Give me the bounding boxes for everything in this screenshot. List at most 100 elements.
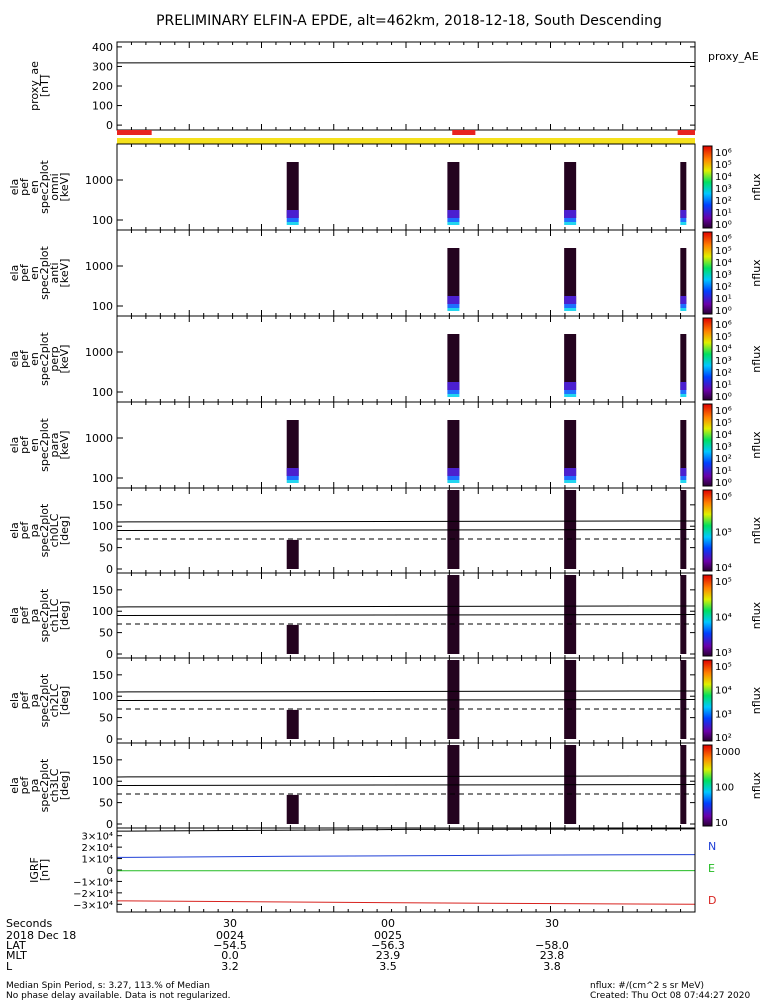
y-tick-label: 100 — [92, 472, 113, 485]
yellow-band — [117, 138, 695, 144]
spectrogram-cell — [680, 480, 687, 483]
spectrogram-cell — [286, 476, 299, 480]
colorbar-scale — [702, 744, 713, 827]
colorbar-tick-label: 10⁵ — [715, 528, 732, 539]
legend-entry: proxy_AE — [708, 50, 759, 63]
colorbar-label: nflux — [750, 516, 763, 544]
spectrogram-cell — [680, 304, 687, 308]
y-tick-label: 50 — [99, 542, 113, 555]
spectrogram-column — [564, 334, 577, 390]
loss-cone-line — [116, 784, 696, 786]
axis-label: [nT] — [38, 859, 51, 881]
y-tick-label: 100 — [92, 520, 113, 533]
colorbar-tick-label: 10⁴ — [715, 430, 732, 441]
colorbar-tick-label: 10⁵ — [715, 332, 732, 343]
spectrogram-column — [447, 248, 460, 304]
spectrogram-cell — [564, 210, 577, 218]
y-tick-label: 1000 — [85, 346, 113, 359]
axis-label: pef — [18, 606, 31, 625]
pitch-angle-column — [286, 539, 299, 569]
y-tick-label: 100 — [92, 690, 113, 703]
colorbar-tick-label: 10⁵ — [715, 418, 732, 429]
colorbar-tick-label: 10⁴ — [715, 613, 732, 624]
y-tick-label: 1000 — [85, 174, 113, 187]
colorbar-tick-label: 10⁴ — [715, 563, 732, 574]
spectrogram-cell — [447, 210, 460, 218]
colorbar-tick-label: 10¹ — [715, 294, 732, 305]
table-value: −56.3 — [371, 939, 405, 952]
spectrogram-column — [564, 248, 577, 304]
spectrogram-cell — [286, 468, 299, 476]
colorbar: 10⁵ 10⁴ 10³ 10² nflux — [702, 659, 763, 744]
axis-label: spec2plot — [38, 673, 51, 727]
axis-label: proxy_ae — [28, 61, 41, 111]
table-value: 23.9 — [376, 949, 401, 962]
spectrogram-cell — [564, 390, 577, 394]
y-tick-label: 300 — [92, 60, 113, 73]
table-value: 23.8 — [540, 949, 565, 962]
colorbar-tick-label: 10 — [715, 818, 728, 829]
colorbar-tick-label: 10⁵ — [715, 160, 732, 171]
y-tick-label: 100 — [92, 300, 113, 313]
y-tick-label: 1000 — [85, 260, 113, 273]
spectrogram-frame — [116, 401, 696, 489]
colorbar-label: nflux — [750, 259, 763, 287]
axis-label: [nT] — [38, 75, 51, 97]
chart-title: PRELIMINARY ELFIN-A EPDE, alt=462km, 201… — [156, 13, 662, 29]
spectrogram-cell — [680, 210, 687, 218]
spectrogram-panel: 1000 100 — [85, 316, 696, 402]
colorbar-tick-label: 10³ — [715, 709, 732, 720]
axis-label: spec2plot — [38, 758, 51, 812]
spectrogram-cell — [564, 308, 577, 311]
axis-label: ch1LC — [48, 598, 61, 632]
proxy-ae-frame — [116, 41, 696, 131]
igrf-ylabel: IGRF[nT] — [28, 857, 51, 883]
spectrogram-cell — [564, 480, 577, 483]
axis-label: [deg] — [58, 601, 71, 630]
axis-label: [keV] — [58, 431, 71, 460]
spectrogram-cell — [680, 468, 687, 476]
row-label: 2018 Dec 18 — [6, 929, 76, 942]
table-value: 30 — [545, 917, 559, 930]
axis-label: ch3LC — [48, 768, 61, 802]
colorbar-tick-label: 10⁶ — [715, 320, 732, 331]
panels: 4003002001000proxy_AEproxy_ae[nT]1000100… — [8, 41, 763, 913]
colorbar-tick-label: 10⁶ — [715, 148, 732, 159]
colorbar-tick-label: 10³ — [715, 184, 732, 195]
axis-label: para — [48, 433, 61, 458]
colorbar-tick-label: 10² — [715, 196, 732, 207]
colorbar-label: nflux — [750, 771, 763, 799]
colorbar-label: nflux — [750, 173, 763, 201]
colorbar-tick-label: 10³ — [715, 356, 732, 367]
axis-label: spec2plot — [38, 588, 51, 642]
colorbar-label: nflux — [750, 686, 763, 714]
colorbar-scale — [702, 403, 713, 487]
axis-label: en — [28, 352, 41, 366]
colorbar-tick-label: 10² — [715, 368, 732, 379]
proxy-ae-ylabel: proxy_ae[nT] — [28, 61, 51, 111]
colorbar-tick-label: 10⁰ — [715, 220, 732, 231]
spectrogram-cell — [564, 476, 577, 480]
y-tick-label: 0 — [107, 866, 113, 877]
axis-label: [keV] — [58, 173, 71, 202]
axis-label: spec2plot — [38, 332, 51, 386]
axis-label: [deg] — [58, 516, 71, 545]
axis-label: IGRF — [28, 857, 41, 883]
colorbar-tick-label: 10⁰ — [715, 392, 732, 403]
y-tick-label: 150 — [92, 754, 113, 767]
colorbar-tick-label: 10⁵ — [715, 246, 732, 257]
loss-cone-line — [116, 614, 696, 616]
y-tick-label: 0 — [106, 733, 113, 746]
colorbar-tick-label: 10¹ — [715, 208, 732, 219]
axis-label: ela — [8, 607, 21, 624]
colorbar-tick-label: 10⁴ — [715, 258, 732, 269]
spectrogram-cell — [680, 308, 687, 311]
y-tick-label: −3×10⁴ — [73, 900, 113, 911]
spectrogram-cell — [447, 390, 460, 394]
